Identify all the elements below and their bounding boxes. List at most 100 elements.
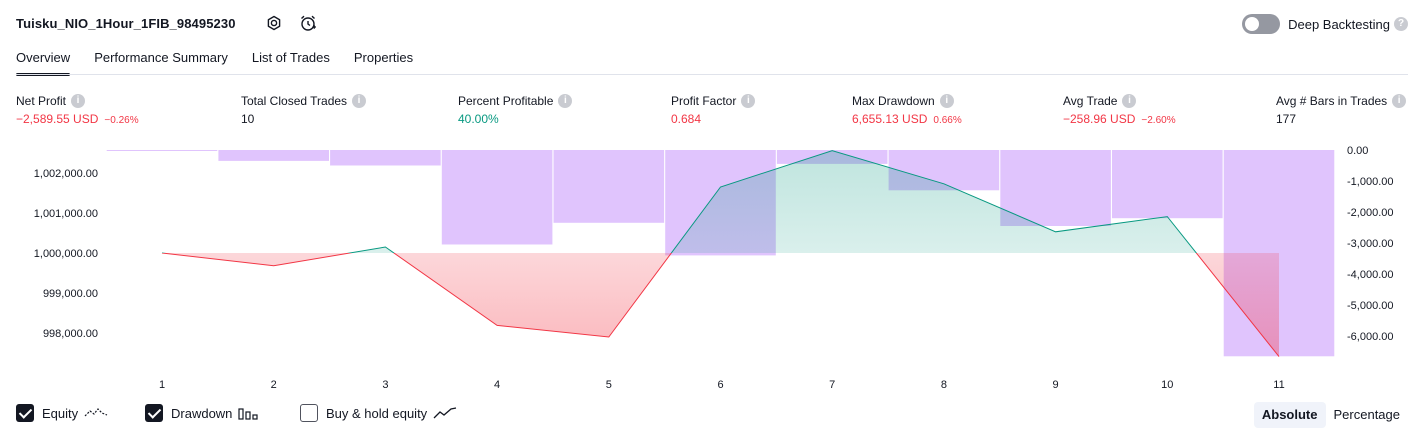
right-axis-tick-label: -4,000.00: [1347, 269, 1393, 281]
metric-label: Percent Profitable: [458, 94, 554, 108]
metric-label: Net Profit: [16, 94, 67, 108]
left-axis: 1,002,000.00 1,001,000.00 1,000,000.00 999,…: [34, 168, 98, 340]
equity-point[interactable]: [1166, 215, 1169, 218]
metrics-row: Net Profit i −2,589.55 USD −0.26% Total Cl…: [16, 93, 1408, 133]
equity-point[interactable]: [1054, 230, 1057, 233]
metric-value: 40.00%: [458, 112, 499, 126]
info-icon[interactable]: i: [1392, 94, 1407, 108]
tab-overview[interactable]: Overview: [16, 48, 71, 76]
metric-label: Avg Trade: [1063, 94, 1118, 108]
equity-line-above: [162, 150, 1197, 253]
metric-avg-trade: Avg Trade i −258.96 USD −2.60%: [1063, 93, 1176, 126]
metric-net-profit: Net Profit i −2,589.55 USD −0.26%: [16, 93, 139, 126]
left-axis-tick-label: 1,002,000.00: [34, 168, 98, 180]
drawdown-bar[interactable]: [1000, 150, 1111, 226]
drawdown-bar[interactable]: [1112, 150, 1223, 219]
x-axis-tick-label: 11: [1273, 379, 1284, 391]
report-tabs: Overview Performance Summary List of Tra…: [16, 48, 437, 76]
metric-value: 10: [241, 112, 255, 126]
metric-label: Profit Factor: [671, 94, 737, 108]
info-icon[interactable]: i: [352, 94, 367, 108]
equity-point[interactable]: [719, 186, 722, 189]
right-axis: 0.00 -1,000.00 -2,000.00 -3,000.00 -4,000.00…: [1347, 145, 1393, 343]
metric-profit-factor: Profit Factor i 0.684: [671, 93, 756, 126]
x-axis-tick-label: 9: [1053, 379, 1059, 391]
metric-max-drawdown: Max Drawdown i 6,655.13 USD 0.66%: [852, 93, 962, 126]
add-alert-clock-icon[interactable]: [298, 13, 318, 33]
right-axis-tick-label: -5,000.00: [1347, 300, 1393, 312]
metric-value: −2,589.55 USD: [16, 112, 99, 126]
right-axis-tick-label: 0.00: [1347, 145, 1368, 157]
metric-avg-bars: Avg # Bars in Trades i 177: [1276, 93, 1407, 126]
info-icon[interactable]: i: [71, 94, 86, 108]
metric-total-closed-trades: Total Closed Trades i 10: [241, 93, 367, 126]
drawdown-bar[interactable]: [218, 150, 329, 161]
tab-properties[interactable]: Properties: [353, 50, 414, 65]
scale-toggle: Absolute Percentage: [1253, 402, 1408, 428]
left-axis-tick-label: 1,001,000.00: [34, 208, 98, 220]
buy-hold-checkbox[interactable]: [300, 404, 318, 422]
info-icon[interactable]: i: [1122, 94, 1137, 108]
tab-performance-summary[interactable]: Performance Summary: [94, 50, 228, 65]
metric-value: −258.96 USD: [1063, 112, 1136, 126]
legend-buy-hold[interactable]: Buy & hold equity: [300, 404, 457, 422]
legend-drawdown[interactable]: Drawdown: [145, 404, 260, 422]
metric-value: 177: [1276, 112, 1297, 126]
x-axis-tick-label: 7: [829, 379, 835, 391]
deep-backtesting-label: Deep Backtesting: [1288, 16, 1390, 32]
legend-label: Drawdown: [171, 405, 233, 421]
x-axis-tick-label: 6: [717, 379, 723, 391]
strategy-title: Tuisku_NIO_1Hour_1FIB_98495230: [16, 16, 236, 31]
equity-drawdown-chart[interactable]: 1,002,000.00 1,001,000.00 1,000,000.00 999,…: [0, 140, 1424, 398]
left-axis-tick-label: 998,000.00: [43, 328, 98, 340]
x-axis-tick-label: 4: [494, 379, 500, 391]
drawdown-bars-icon: [238, 408, 259, 420]
right-axis-tick-label: -1,000.00: [1347, 176, 1393, 188]
equity-point[interactable]: [942, 182, 945, 185]
drawdown-bar[interactable]: [553, 150, 665, 223]
metric-percent: 0.66%: [933, 115, 962, 126]
equity-fill-below: [162, 253, 1279, 357]
chart-footer: Equity Drawdown Buy & hold equity Absolu…: [16, 402, 1408, 428]
left-axis-tick-label: 999,000.00: [43, 288, 98, 300]
help-icon[interactable]: ?: [1394, 17, 1408, 31]
x-axis-tick-label: 10: [1161, 379, 1173, 391]
equity-point[interactable]: [1278, 355, 1281, 358]
equity-fill: [162, 150, 1279, 357]
equity-point[interactable]: [607, 336, 610, 339]
absolute-button[interactable]: Absolute: [1253, 402, 1326, 428]
left-axis-tick-label: 1,000,000.00: [34, 248, 98, 260]
drawdown-checkbox[interactable]: [145, 404, 163, 422]
settings-gear-icon[interactable]: [264, 13, 284, 33]
metric-percent: −2.60%: [1141, 115, 1176, 126]
x-axis-tick-label: 2: [271, 379, 277, 391]
equity-checkbox[interactable]: [16, 404, 34, 422]
metric-label: Max Drawdown: [852, 94, 935, 108]
info-icon[interactable]: i: [741, 94, 756, 108]
right-axis-tick-label: -3,000.00: [1347, 238, 1393, 250]
deep-backtesting-control: Deep Backtesting ?: [1242, 14, 1408, 34]
metric-label: Avg # Bars in Trades: [1276, 94, 1388, 108]
metric-percent-profitable: Percent Profitable i 40.00%: [458, 93, 573, 126]
info-icon[interactable]: i: [939, 94, 954, 108]
right-axis-tick-label: -2,000.00: [1347, 207, 1393, 219]
equity-point[interactable]: [161, 252, 164, 255]
right-axis-tick-label: -6,000.00: [1347, 331, 1393, 343]
info-icon[interactable]: i: [558, 94, 573, 108]
tab-list-of-trades[interactable]: List of Trades: [251, 50, 330, 65]
tabs-divider: [16, 74, 1408, 75]
equity-point[interactable]: [496, 324, 499, 327]
equity-point[interactable]: [272, 264, 275, 267]
legend-label: Equity: [42, 405, 79, 421]
equity-point[interactable]: [384, 246, 387, 249]
equity-point[interactable]: [831, 149, 834, 152]
equity-line-icon: [84, 408, 108, 417]
percentage-button[interactable]: Percentage: [1333, 407, 1401, 422]
drawdown-bar[interactable]: [441, 150, 553, 245]
deep-backtesting-toggle[interactable]: [1242, 14, 1281, 34]
equity-fill-above: [162, 150, 1279, 253]
drawdown-bar[interactable]: [330, 150, 441, 166]
drawdown-bar[interactable]: [106, 150, 218, 151]
strategy-header: Tuisku_NIO_1Hour_1FIB_98495230 Deep Back…: [16, 12, 1408, 36]
legend-equity[interactable]: Equity: [16, 404, 108, 422]
